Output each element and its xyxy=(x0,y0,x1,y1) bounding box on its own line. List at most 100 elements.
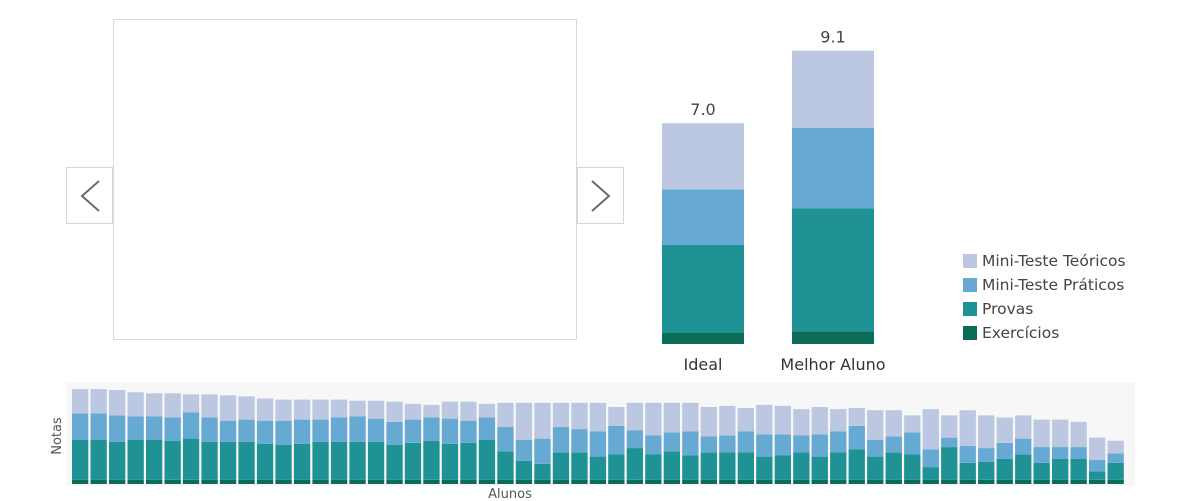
student-29-exercicios[interactable] xyxy=(589,479,607,484)
student-1-provas[interactable] xyxy=(72,439,89,480)
student-8-mini-teste-praticos[interactable] xyxy=(201,417,218,442)
student-36-exercicios[interactable] xyxy=(719,479,736,484)
student-6-mini-teste-praticos[interactable] xyxy=(164,417,181,441)
student-30-mini-teste-praticos[interactable] xyxy=(608,426,625,455)
student-26-provas[interactable] xyxy=(534,464,551,480)
student-26-exercicios[interactable] xyxy=(534,479,551,484)
student-40-mini-teste-teoricos[interactable] xyxy=(793,409,810,436)
student-43-mini-teste-teoricos[interactable] xyxy=(848,408,865,426)
student-43-exercicios[interactable] xyxy=(848,479,865,484)
student-42-exercicios[interactable] xyxy=(830,479,847,484)
student-50-exercicios[interactable] xyxy=(978,479,995,484)
student-4-mini-teste-teoricos[interactable] xyxy=(127,392,144,417)
student-14-mini-teste-teoricos[interactable] xyxy=(312,399,329,420)
student-15-mini-teste-praticos[interactable] xyxy=(330,417,348,442)
student-17-provas[interactable] xyxy=(367,441,385,480)
student-21-mini-teste-praticos[interactable] xyxy=(441,418,459,444)
student-23-provas[interactable] xyxy=(478,439,496,480)
student-16-provas[interactable] xyxy=(349,441,366,480)
bar-melhor-aluno-mini-teste-teoricos[interactable] xyxy=(792,50,874,129)
student-49-mini-teste-teoricos[interactable] xyxy=(959,410,976,447)
student-20-mini-teste-teoricos[interactable] xyxy=(423,404,440,418)
student-4-mini-teste-praticos[interactable] xyxy=(127,416,144,440)
student-2-mini-teste-praticos[interactable] xyxy=(90,413,107,440)
student-5-provas[interactable] xyxy=(146,439,163,480)
student-55-mini-teste-praticos[interactable] xyxy=(1070,447,1087,459)
student-42-mini-teste-teoricos[interactable] xyxy=(830,409,847,432)
student-12-provas[interactable] xyxy=(275,445,292,480)
student-6-exercicios[interactable] xyxy=(164,479,181,484)
student-33-mini-teste-praticos[interactable] xyxy=(663,432,680,452)
student-2-exercicios[interactable] xyxy=(90,479,107,484)
student-42-mini-teste-praticos[interactable] xyxy=(830,431,847,453)
student-13-exercicios[interactable] xyxy=(293,479,311,484)
student-29-mini-teste-praticos[interactable] xyxy=(589,431,607,457)
student-48-exercicios[interactable] xyxy=(941,479,958,484)
student-7-mini-teste-praticos[interactable] xyxy=(182,412,200,439)
student-37-exercicios[interactable] xyxy=(737,479,754,484)
student-29-mini-teste-teoricos[interactable] xyxy=(589,402,607,432)
student-24-exercicios[interactable] xyxy=(497,479,514,484)
student-45-mini-teste-praticos[interactable] xyxy=(885,436,902,453)
student-3-mini-teste-praticos[interactable] xyxy=(109,415,126,442)
student-22-exercicios[interactable] xyxy=(460,479,477,484)
student-11-mini-teste-teoricos[interactable] xyxy=(256,398,274,421)
student-48-mini-teste-teoricos[interactable] xyxy=(941,415,958,438)
student-48-mini-teste-praticos[interactable] xyxy=(941,437,958,448)
student-34-exercicios[interactable] xyxy=(682,479,699,484)
student-51-mini-teste-teoricos[interactable] xyxy=(996,417,1013,443)
student-14-provas[interactable] xyxy=(312,441,329,480)
student-33-mini-teste-teoricos[interactable] xyxy=(663,402,680,433)
student-10-mini-teste-teoricos[interactable] xyxy=(238,396,255,420)
previous-button[interactable] xyxy=(66,167,113,224)
student-50-mini-teste-praticos[interactable] xyxy=(978,448,995,462)
student-9-mini-teste-praticos[interactable] xyxy=(219,420,237,442)
student-13-mini-teste-praticos[interactable] xyxy=(293,419,311,444)
student-24-provas[interactable] xyxy=(497,451,514,480)
student-26-mini-teste-praticos[interactable] xyxy=(534,438,551,464)
student-24-mini-teste-praticos[interactable] xyxy=(497,427,514,452)
student-16-exercicios[interactable] xyxy=(349,479,366,484)
student-6-mini-teste-teoricos[interactable] xyxy=(164,393,181,418)
student-30-mini-teste-teoricos[interactable] xyxy=(608,407,625,426)
student-15-provas[interactable] xyxy=(330,441,348,480)
student-22-provas[interactable] xyxy=(460,442,477,480)
bar-melhor-aluno-provas[interactable] xyxy=(792,208,874,332)
bar-melhor-aluno-mini-teste-praticos[interactable] xyxy=(792,128,874,209)
student-15-exercicios[interactable] xyxy=(330,479,348,484)
student-34-mini-teste-praticos[interactable] xyxy=(682,431,699,456)
student-23-mini-teste-teoricos[interactable] xyxy=(478,403,496,418)
student-35-mini-teste-teoricos[interactable] xyxy=(700,407,717,437)
student-36-mini-teste-praticos[interactable] xyxy=(719,435,736,453)
student-7-exercicios[interactable] xyxy=(182,479,200,484)
student-11-mini-teste-praticos[interactable] xyxy=(256,420,274,444)
student-28-exercicios[interactable] xyxy=(571,479,588,484)
student-41-provas[interactable] xyxy=(811,456,828,480)
student-33-exercicios[interactable] xyxy=(663,479,680,484)
student-47-exercicios[interactable] xyxy=(922,479,939,484)
student-22-mini-teste-teoricos[interactable] xyxy=(460,401,477,421)
student-43-mini-teste-praticos[interactable] xyxy=(848,426,865,450)
legend-item-exercicios[interactable]: Exercícios xyxy=(963,321,1126,345)
legend-item-provas[interactable]: Provas xyxy=(963,297,1126,321)
student-51-mini-teste-praticos[interactable] xyxy=(996,442,1013,459)
student-47-mini-teste-teoricos[interactable] xyxy=(922,409,939,450)
student-9-mini-teste-teoricos[interactable] xyxy=(219,395,237,421)
student-38-exercicios[interactable] xyxy=(756,479,773,484)
student-25-exercicios[interactable] xyxy=(515,479,533,484)
student-12-mini-teste-teoricos[interactable] xyxy=(275,399,292,421)
student-56-exercicios[interactable] xyxy=(1089,479,1106,484)
student-37-mini-teste-praticos[interactable] xyxy=(737,431,754,453)
student-53-exercicios[interactable] xyxy=(1033,479,1050,484)
student-51-provas[interactable] xyxy=(996,458,1013,480)
student-35-exercicios[interactable] xyxy=(700,479,717,484)
student-39-exercicios[interactable] xyxy=(774,479,791,484)
student-49-provas[interactable] xyxy=(959,462,976,480)
next-button[interactable] xyxy=(577,167,624,224)
student-32-exercicios[interactable] xyxy=(645,479,662,484)
bar-ideal-mini-teste-praticos[interactable] xyxy=(662,189,744,245)
student-45-provas[interactable] xyxy=(885,452,902,480)
student-1-mini-teste-teoricos[interactable] xyxy=(72,389,89,414)
student-50-mini-teste-teoricos[interactable] xyxy=(978,415,995,449)
student-45-exercicios[interactable] xyxy=(885,479,902,484)
